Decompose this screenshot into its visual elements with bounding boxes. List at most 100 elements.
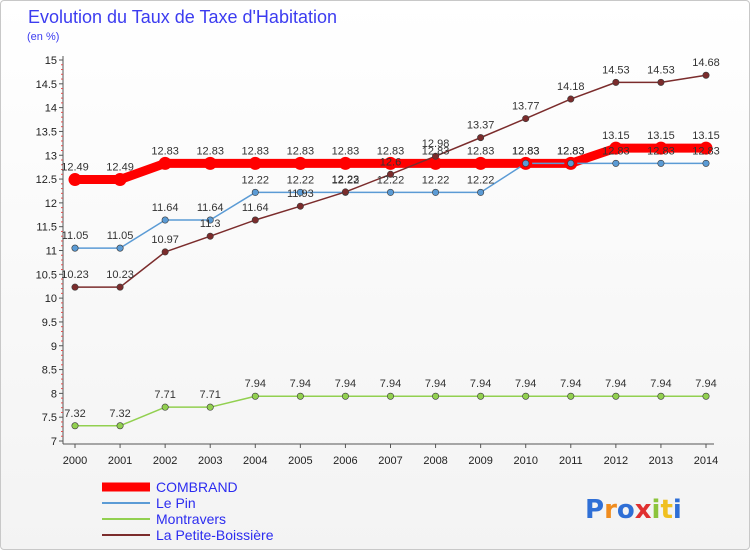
y-tick-label: 13 [45, 150, 57, 162]
y-minor-tick [61, 340, 63, 342]
y-minor-tick [61, 183, 63, 185]
y-minor-tick [61, 388, 63, 390]
data-label: 12.83 [151, 145, 179, 157]
y-tick-label: 10.5 [36, 269, 57, 281]
y-tick-label: 7 [51, 436, 57, 448]
data-point [161, 403, 169, 411]
data-label: 7.32 [64, 408, 85, 420]
y-minor-tick [61, 330, 63, 332]
data-point [386, 188, 394, 196]
y-minor-tick [61, 221, 63, 223]
data-label: 12.23 [332, 174, 360, 186]
y-minor-tick [61, 126, 63, 128]
y-minor-tick [61, 73, 63, 75]
y-minor-tick [61, 102, 63, 104]
y-minor-tick [61, 69, 63, 71]
data-label: 7.94 [470, 378, 491, 390]
x-tick-label: 2000 [63, 455, 87, 467]
data-label: 11.05 [107, 230, 134, 242]
data-point [702, 71, 710, 79]
data-point [654, 141, 668, 155]
y-minor-tick [61, 78, 63, 80]
data-point [71, 422, 79, 430]
data-label: 7.94 [380, 378, 401, 390]
data-label: 12.83 [557, 145, 585, 157]
data-point [116, 244, 124, 252]
y-tick-label: 9 [51, 341, 57, 353]
data-label: 12.83 [422, 145, 450, 157]
x-tick-label: 2012 [604, 455, 628, 467]
x-tick-label: 2008 [423, 455, 447, 467]
x-tick-label: 2010 [513, 455, 537, 467]
data-label: 7.94 [605, 378, 626, 390]
data-label: 7.94 [515, 378, 536, 390]
logo-letter: o [617, 495, 635, 525]
data-point [206, 403, 214, 411]
data-label: 14.53 [602, 64, 630, 76]
data-point [116, 283, 124, 291]
data-point [161, 248, 169, 256]
x-tick-label: 2002 [153, 455, 177, 467]
data-point [522, 392, 530, 400]
y-minor-tick [61, 254, 63, 256]
y-minor-tick [61, 140, 63, 142]
data-point [522, 159, 530, 167]
data-label: 12.22 [332, 174, 360, 186]
y-minor-tick [61, 197, 63, 199]
data-label: 14.18 [557, 81, 585, 93]
legend-label: La Petite-Boissière [156, 527, 274, 543]
data-point [702, 392, 710, 400]
data-point [113, 173, 127, 187]
data-point [203, 156, 217, 170]
data-point [248, 156, 262, 170]
data-label: 13.15 [602, 130, 630, 142]
data-point [296, 202, 304, 210]
x-tick-label: 2009 [468, 455, 492, 467]
data-point [161, 216, 169, 224]
data-point [522, 115, 530, 123]
y-minor-tick [61, 283, 63, 285]
data-label: 10.23 [61, 269, 89, 281]
data-label: 12.22 [287, 174, 315, 186]
y-tick-label: 8.5 [42, 365, 57, 377]
y-minor-tick [61, 421, 63, 423]
logo-letter: t [660, 495, 672, 525]
data-point [296, 392, 304, 400]
logo-letter: x [635, 495, 652, 525]
data-point [296, 188, 304, 196]
y-tick-label: 14 [45, 103, 57, 115]
data-point [657, 159, 665, 167]
y-minor-tick [61, 235, 63, 237]
data-label: 12.6 [380, 156, 401, 168]
y-minor-tick [61, 164, 63, 166]
legend-label: COMBRAND [156, 479, 238, 495]
logo-letter: P [585, 495, 604, 525]
y-minor-tick [61, 169, 63, 171]
data-label: 7.94 [425, 378, 446, 390]
data-point [251, 392, 259, 400]
data-label: 12.22 [422, 174, 450, 186]
chart-subtitle: (en %) [27, 31, 59, 43]
chart-title: Evolution du Taux de Taxe d'Habitation [28, 7, 337, 27]
data-label: 13.15 [647, 130, 675, 142]
series-points [68, 71, 713, 430]
y-minor-tick [61, 145, 63, 147]
y-tick-label: 10 [45, 293, 57, 305]
data-label: 12.83 [512, 145, 540, 157]
x-tick-label: 2013 [649, 455, 673, 467]
y-minor-tick [61, 311, 63, 313]
y-minor-tick [61, 373, 63, 375]
data-label: 14.68 [692, 57, 720, 69]
logo-letter: i [652, 495, 661, 525]
y-tick-label: 13.5 [36, 126, 57, 138]
data-point [567, 95, 575, 103]
y-minor-tick [61, 407, 63, 409]
y-minor-tick [61, 245, 63, 247]
y-minor-tick [61, 302, 63, 304]
y-tick-label: 8 [51, 388, 57, 400]
data-point [699, 141, 713, 155]
axes: 7 7.5 8 8.5 9 9.5 10 10.5 11 11.5 12 12.5 13 13.5 14 14… [36, 55, 719, 467]
y-tick-label: 9.5 [42, 317, 57, 329]
